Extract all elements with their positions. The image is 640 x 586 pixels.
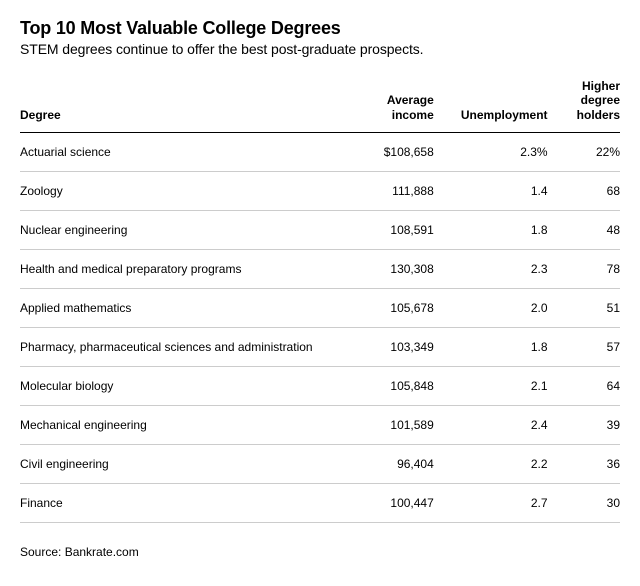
cell-income: 103,349 <box>330 328 433 367</box>
table-row: Molecular biology105,8482.164 <box>20 367 620 406</box>
col-header-unemployment: Unemployment <box>434 73 548 133</box>
cell-income: 108,591 <box>330 211 433 250</box>
cell-income: 105,678 <box>330 289 433 328</box>
col-header-higher: Higherdegreeholders <box>548 73 620 133</box>
cell-degree: Health and medical preparatory programs <box>20 250 330 289</box>
table-row: Civil engineering96,4042.236 <box>20 445 620 484</box>
degrees-table: Degree Averageincome Unemployment Higher… <box>20 73 620 523</box>
cell-higher: 36 <box>548 445 620 484</box>
cell-unemployment: 2.0 <box>434 289 548 328</box>
cell-higher: 78 <box>548 250 620 289</box>
cell-unemployment: 2.3% <box>434 133 548 172</box>
page-subtitle: STEM degrees continue to offer the best … <box>20 41 620 57</box>
table-row: Nuclear engineering108,5911.848 <box>20 211 620 250</box>
cell-unemployment: 1.8 <box>434 211 548 250</box>
cell-higher: 64 <box>548 367 620 406</box>
table-row: Zoology111,8881.468 <box>20 172 620 211</box>
col-header-income: Averageincome <box>330 73 433 133</box>
cell-income: 101,589 <box>330 406 433 445</box>
table-row: Finance100,4472.730 <box>20 484 620 523</box>
page-title: Top 10 Most Valuable College Degrees <box>20 18 620 39</box>
cell-degree: Finance <box>20 484 330 523</box>
cell-unemployment: 2.4 <box>434 406 548 445</box>
cell-income: 111,888 <box>330 172 433 211</box>
table-row: Applied mathematics105,6782.051 <box>20 289 620 328</box>
cell-higher: 22% <box>548 133 620 172</box>
cell-unemployment: 1.4 <box>434 172 548 211</box>
cell-higher: 51 <box>548 289 620 328</box>
cell-degree: Molecular biology <box>20 367 330 406</box>
cell-higher: 30 <box>548 484 620 523</box>
source-line: Source: Bankrate.com <box>20 545 620 559</box>
table-header-row: Degree Averageincome Unemployment Higher… <box>20 73 620 133</box>
cell-income: 100,447 <box>330 484 433 523</box>
cell-unemployment: 1.8 <box>434 328 548 367</box>
cell-degree: Mechanical engineering <box>20 406 330 445</box>
cell-degree: Applied mathematics <box>20 289 330 328</box>
table-row: Health and medical preparatory programs1… <box>20 250 620 289</box>
table-row: Pharmacy, pharmaceutical sciences and ad… <box>20 328 620 367</box>
cell-income: 130,308 <box>330 250 433 289</box>
cell-higher: 48 <box>548 211 620 250</box>
table-row: Actuarial science$108,6582.3%22% <box>20 133 620 172</box>
cell-degree: Actuarial science <box>20 133 330 172</box>
cell-degree: Pharmacy, pharmaceutical sciences and ad… <box>20 328 330 367</box>
cell-income: 96,404 <box>330 445 433 484</box>
cell-degree: Civil engineering <box>20 445 330 484</box>
cell-higher: 68 <box>548 172 620 211</box>
cell-unemployment: 2.2 <box>434 445 548 484</box>
cell-unemployment: 2.7 <box>434 484 548 523</box>
table-row: Mechanical engineering101,5892.439 <box>20 406 620 445</box>
cell-income: $108,658 <box>330 133 433 172</box>
cell-unemployment: 2.3 <box>434 250 548 289</box>
cell-degree: Zoology <box>20 172 330 211</box>
col-header-degree: Degree <box>20 73 330 133</box>
table-body: Actuarial science$108,6582.3%22%Zoology1… <box>20 133 620 523</box>
cell-degree: Nuclear engineering <box>20 211 330 250</box>
cell-higher: 57 <box>548 328 620 367</box>
cell-unemployment: 2.1 <box>434 367 548 406</box>
cell-higher: 39 <box>548 406 620 445</box>
cell-income: 105,848 <box>330 367 433 406</box>
